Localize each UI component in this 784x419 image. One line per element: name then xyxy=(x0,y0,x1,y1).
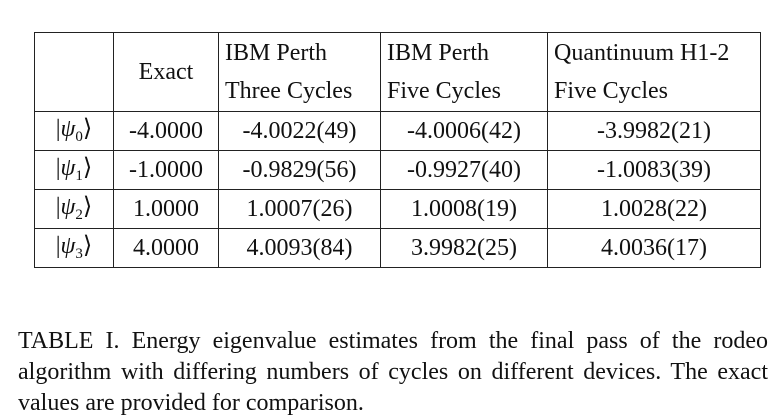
state-index: 2 xyxy=(75,207,83,223)
header-corner-cell xyxy=(34,32,114,112)
table-cell: 1.0000 xyxy=(113,189,219,229)
table-cell: -4.0000 xyxy=(113,111,219,151)
table-caption: TABLE I. Energy eigenvalue estimates fro… xyxy=(18,328,768,416)
table-cell: -0.9927(40) xyxy=(380,150,548,190)
state-ket: |ψ2⟩ xyxy=(55,194,93,223)
table-cell: 4.0036(17) xyxy=(547,228,761,268)
results-table-container: Exact IBM Perth Three Cycles IBM Perth F… xyxy=(34,32,761,268)
header-line: Quantinuum H1-2 xyxy=(554,40,730,66)
state-symbol: ψ xyxy=(60,116,76,142)
table-row: |ψ1⟩ -1.0000 -0.9829(56) -0.9927(40) -1.… xyxy=(34,150,761,190)
state-ket: |ψ0⟩ xyxy=(55,116,93,145)
state-index: 0 xyxy=(75,129,83,145)
table-cell: 4.0000 xyxy=(113,228,219,268)
table-cell: -3.9982(21) xyxy=(547,111,761,151)
table-cell: 1.0007(26) xyxy=(218,189,381,229)
energy-eigenvalue-table: Exact IBM Perth Three Cycles IBM Perth F… xyxy=(34,32,761,268)
table-cell: -1.0000 xyxy=(113,150,219,190)
table-cell: 3.9982(25) xyxy=(380,228,548,268)
table-cell: -4.0022(49) xyxy=(218,111,381,151)
table-cell: 4.0093(84) xyxy=(218,228,381,268)
header-ibm-perth-five: IBM Perth Five Cycles xyxy=(380,32,548,112)
header-exact: Exact xyxy=(113,32,219,112)
header-quantinuum-five: Quantinuum H1-2 Five Cycles xyxy=(547,32,761,112)
state-symbol: ψ xyxy=(60,194,76,220)
table-cell: 1.0008(19) xyxy=(380,189,548,229)
table-cell: -1.0083(39) xyxy=(547,150,761,190)
table-cell: 1.0028(22) xyxy=(547,189,761,229)
header-line: IBM Perth xyxy=(387,40,489,66)
header-line: Three Cycles xyxy=(225,78,353,104)
header-line: Five Cycles xyxy=(387,78,501,104)
state-index: 3 xyxy=(75,246,83,262)
state-label-cell: |ψ0⟩ xyxy=(34,111,114,151)
table-row: |ψ2⟩ 1.0000 1.0007(26) 1.0008(19) 1.0028… xyxy=(34,189,761,229)
header-line: Five Cycles xyxy=(554,78,668,104)
header-line: IBM Perth xyxy=(225,40,327,66)
state-ket: |ψ3⟩ xyxy=(55,233,93,262)
header-ibm-perth-three: IBM Perth Three Cycles xyxy=(218,32,381,112)
state-label-cell: |ψ2⟩ xyxy=(34,189,114,229)
state-index: 1 xyxy=(75,168,83,184)
table-row: |ψ0⟩ -4.0000 -4.0022(49) -4.0006(42) -3.… xyxy=(34,111,761,151)
table-cell: -0.9829(56) xyxy=(218,150,381,190)
state-symbol: ψ xyxy=(60,233,76,259)
state-ket: |ψ1⟩ xyxy=(55,155,93,184)
state-label-cell: |ψ3⟩ xyxy=(34,228,114,268)
state-symbol: ψ xyxy=(60,155,76,181)
table-header-row: Exact IBM Perth Three Cycles IBM Perth F… xyxy=(34,32,761,112)
header-exact-label: Exact xyxy=(138,59,194,85)
table-cell: -4.0006(42) xyxy=(380,111,548,151)
state-label-cell: |ψ1⟩ xyxy=(34,150,114,190)
table-row: |ψ3⟩ 4.0000 4.0093(84) 3.9982(25) 4.0036… xyxy=(34,228,761,268)
